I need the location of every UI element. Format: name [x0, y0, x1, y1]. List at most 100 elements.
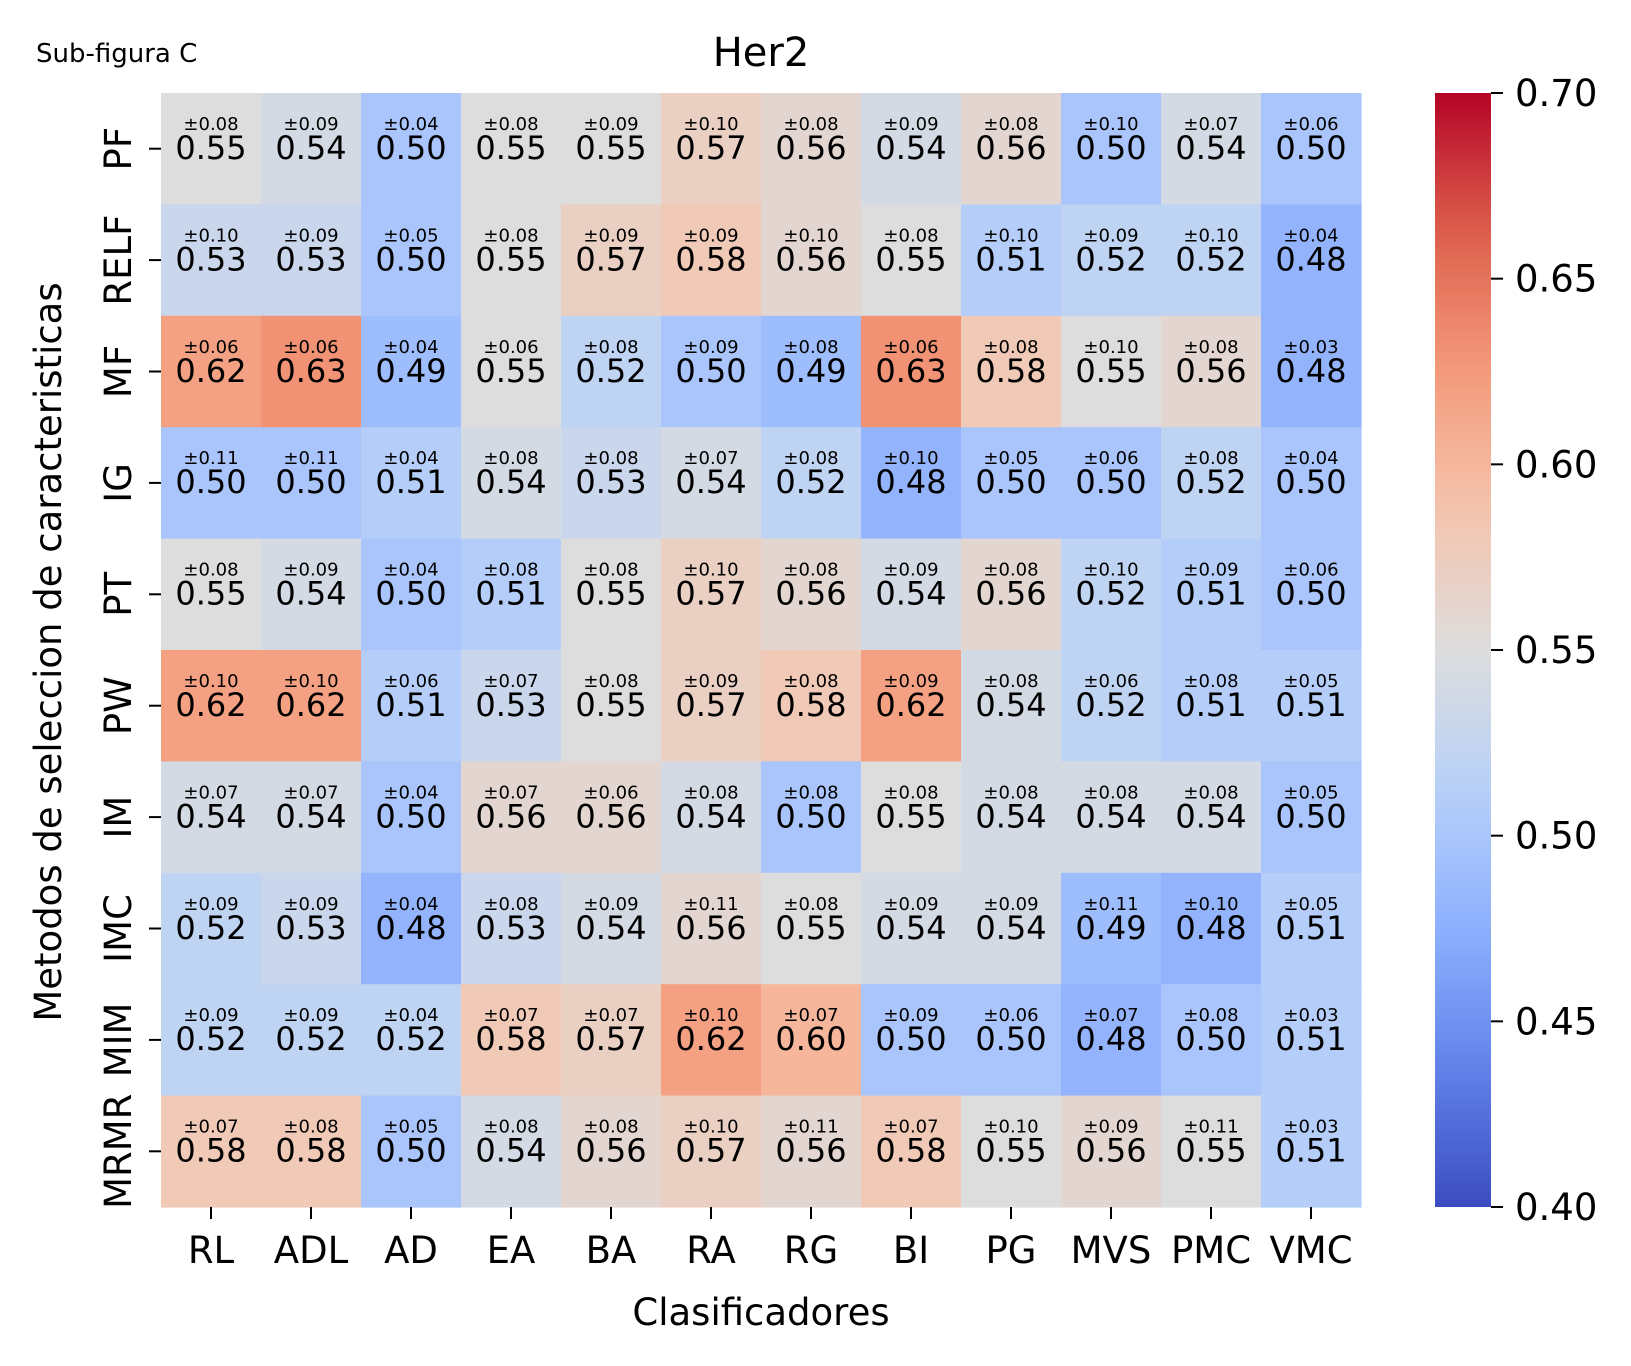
cell-std-label: ±0.10 [683, 1117, 738, 1138]
heatmap-cell [461, 1095, 562, 1208]
heatmap-cell [1061, 315, 1162, 428]
cell-value-label: 0.52 [1075, 575, 1146, 613]
y-tick-label: PT [97, 571, 140, 616]
cell-value-label: 0.50 [975, 1020, 1046, 1058]
heatmap-cell [361, 204, 462, 317]
heatmap-cell [161, 93, 262, 205]
x-tick-label: VMC [1269, 1229, 1352, 1272]
cell-value-label: 0.50 [875, 1020, 946, 1058]
heatmap-cell [261, 315, 362, 428]
cell-std-label: ±0.10 [183, 671, 238, 692]
cell-value-label: 0.54 [975, 797, 1046, 835]
heatmap-cell [761, 984, 862, 1097]
cell-std-label: ±0.06 [1083, 671, 1138, 692]
cell-value-label: 0.56 [975, 575, 1046, 613]
heatmap-cell [1161, 538, 1262, 651]
heatmap-cell [261, 984, 362, 1097]
cell-value-label: 0.50 [375, 1132, 446, 1170]
cell-std-label: ±0.05 [383, 1117, 438, 1138]
cell-value-label: 0.54 [1175, 797, 1246, 835]
cell-std-label: ±0.03 [1283, 337, 1338, 358]
cell-std-label: ±0.08 [983, 671, 1038, 692]
heatmap-cell [261, 93, 362, 205]
cell-std-label: ±0.08 [783, 560, 838, 581]
x-tick-label: EA [487, 1229, 536, 1272]
cell-std-label: ±0.11 [1083, 894, 1138, 915]
cell-std-label: ±0.07 [783, 1005, 838, 1026]
cell-std-label: ±0.08 [983, 337, 1038, 358]
heatmap-cell [261, 427, 362, 540]
colorbar-tick-label: 0.70 [1515, 72, 1597, 115]
x-tick-label: BI [893, 1229, 929, 1272]
cell-value-label: 0.57 [675, 575, 746, 613]
cell-value-label: 0.54 [475, 1132, 546, 1170]
heatmap-cell [361, 427, 462, 540]
heatmap-cell [961, 761, 1062, 874]
cell-std-label: ±0.06 [283, 337, 338, 358]
cell-std-label: ±0.04 [383, 337, 438, 358]
x-axis-label: Clasificadores [632, 1291, 889, 1334]
cell-value-label: 0.53 [575, 463, 646, 501]
colorbar-tick-label: 0.45 [1515, 1000, 1597, 1043]
heatmap-cell [1161, 761, 1262, 874]
heatmap-cell [861, 204, 962, 317]
cell-std-label: ±0.08 [1083, 782, 1138, 803]
heatmap-cell [861, 650, 962, 762]
cell-std-label: ±0.10 [1083, 560, 1138, 581]
cell-value-label: 0.52 [175, 1020, 246, 1058]
cell-value-label: 0.56 [475, 797, 546, 835]
cell-std-label: ±0.09 [583, 225, 638, 246]
cell-std-label: ±0.05 [383, 225, 438, 246]
heatmap-cell [961, 1095, 1062, 1208]
cell-std-label: ±0.06 [1283, 114, 1338, 135]
cell-value-label: 0.62 [275, 686, 346, 724]
cell-std-label: ±0.06 [1083, 448, 1138, 469]
cell-value-label: 0.53 [175, 240, 246, 278]
cell-value-label: 0.54 [1175, 129, 1246, 167]
heatmap-cell [1061, 204, 1162, 317]
cell-value-label: 0.58 [275, 1132, 346, 1170]
heatmap-cell [161, 650, 262, 762]
heatmap-cell [961, 427, 1062, 540]
heatmap-cell [161, 427, 262, 540]
cell-std-label: ±0.10 [783, 225, 838, 246]
heatmap-cell [461, 984, 562, 1097]
cell-value-label: 0.56 [1175, 352, 1246, 390]
heatmap-cell [1161, 315, 1262, 428]
cell-value-label: 0.48 [1275, 352, 1346, 390]
cell-std-label: ±0.07 [1083, 1005, 1138, 1026]
cell-std-label: ±0.08 [1183, 337, 1238, 358]
x-tick-label: RG [784, 1229, 838, 1272]
heatmap-cell [661, 761, 762, 874]
cell-value-label: 0.52 [375, 1020, 446, 1058]
heatmap-cell [361, 650, 462, 762]
heatmap-cell [1161, 427, 1262, 540]
cell-std-label: ±0.08 [483, 894, 538, 915]
y-tick-label: IG [97, 463, 140, 503]
heatmap-cells [161, 93, 1362, 1208]
heatmap-cell [561, 1095, 662, 1208]
cell-std-label: ±0.07 [183, 782, 238, 803]
cell-value-label: 0.50 [975, 463, 1046, 501]
cell-value-label: 0.56 [975, 129, 1046, 167]
cell-value-label: 0.51 [1275, 686, 1346, 724]
cell-std-label: ±0.08 [1183, 1005, 1238, 1026]
y-tick-label: MRMR [97, 1094, 140, 1209]
cell-std-label: ±0.09 [883, 560, 938, 581]
cell-value-label: 0.53 [275, 240, 346, 278]
cell-value-label: 0.50 [1275, 797, 1346, 835]
heatmap-cell [1161, 1095, 1262, 1208]
heatmap-cell-labels: ±0.080.55±0.090.54±0.040.50±0.080.55±0.0… [175, 114, 1346, 1170]
cell-value-label: 0.50 [1275, 575, 1346, 613]
heatmap-cell [1061, 872, 1162, 985]
cell-std-label: ±0.09 [283, 1005, 338, 1026]
cell-std-label: ±0.04 [383, 114, 438, 135]
cell-std-label: ±0.08 [183, 114, 238, 135]
cell-value-label: 0.52 [1175, 240, 1246, 278]
heatmap-cell [761, 650, 862, 762]
heatmap-cell [161, 315, 262, 428]
cell-value-label: 0.57 [675, 1132, 746, 1170]
y-tick-label: PW [97, 676, 140, 735]
cell-value-label: 0.50 [1175, 1020, 1246, 1058]
